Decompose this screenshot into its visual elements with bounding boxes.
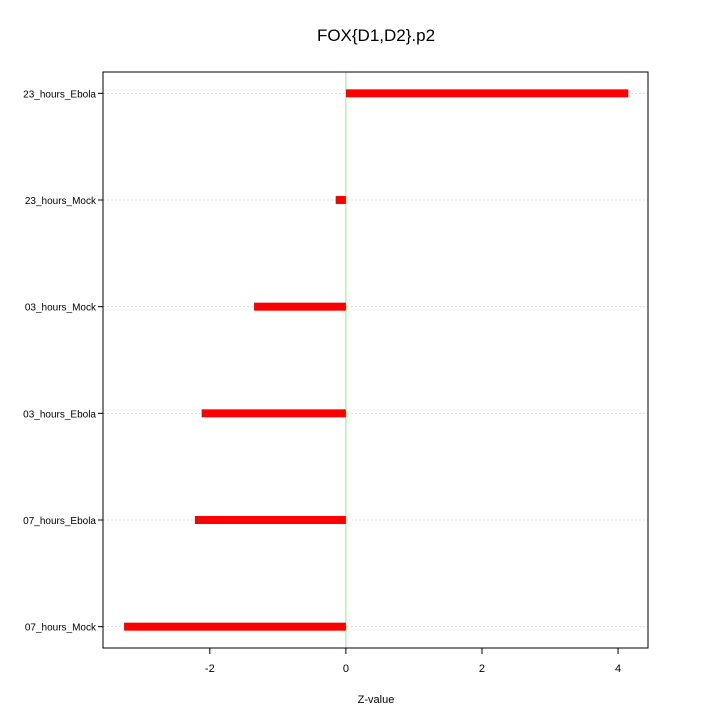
bar-03_hours_Ebola [201, 409, 346, 418]
chart-title: FOX{D1,D2}.p2 [317, 26, 435, 45]
y-tick-label: 07_hours_Ebola [23, 516, 96, 527]
x-tick-label: -2 [205, 663, 215, 675]
bar-23_hours_Mock [335, 196, 346, 204]
y-tick-label: 03_hours_Ebola [23, 409, 96, 420]
y-tick-label: 07_hours_Mock [25, 623, 97, 634]
x-tick-label: 0 [343, 663, 349, 675]
bar-03_hours_Mock [254, 302, 346, 311]
y-tick-label: 23_hours_Ebola [23, 89, 96, 100]
y-tick-label: 03_hours_Mock [25, 303, 97, 314]
bar-23_hours_Ebola [345, 89, 629, 98]
x-tick-label: 4 [615, 663, 621, 675]
x-tick-label: 2 [479, 663, 485, 675]
y-tick-label: 23_hours_Mock [25, 196, 97, 207]
x-axis-label: Z-value [358, 694, 395, 706]
plot-frame [102, 71, 649, 649]
bar-07_hours_Ebola [194, 516, 346, 524]
bar-07_hours_Mock [124, 622, 346, 631]
